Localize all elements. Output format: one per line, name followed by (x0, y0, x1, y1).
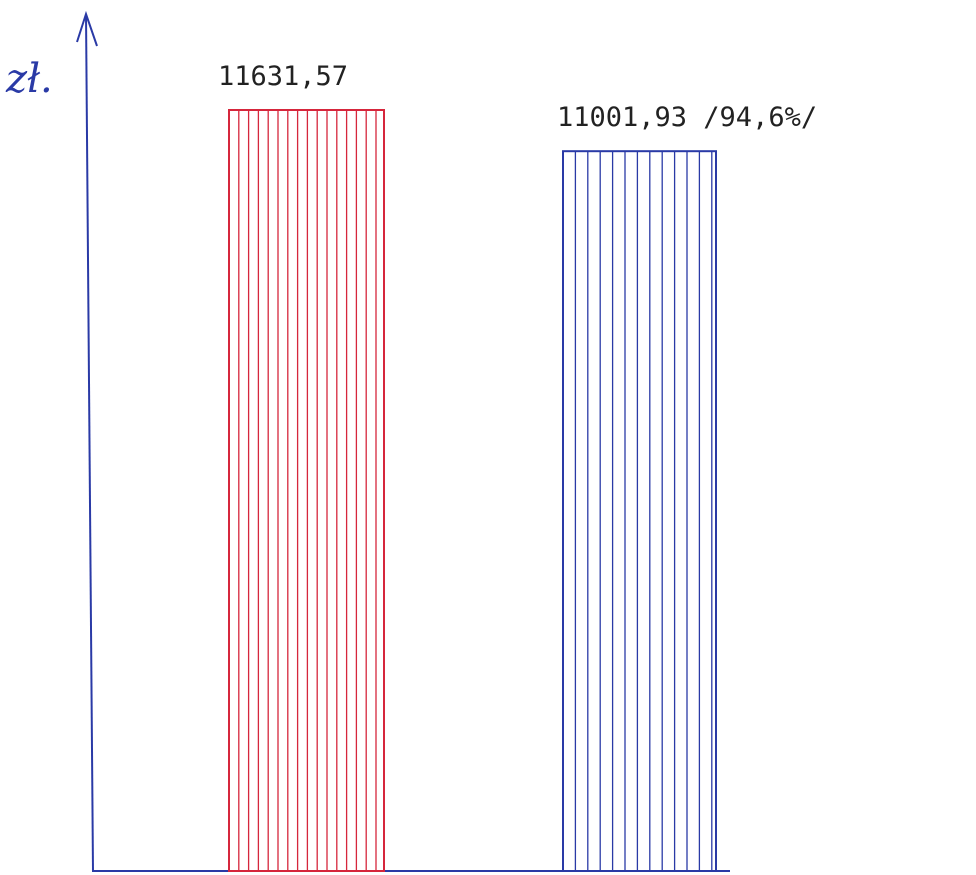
bars-group (228, 109, 717, 872)
y-axis-label: zł. (5, 56, 53, 102)
data-labels-group: 11631,57 11001,93 /94,6%/ (218, 61, 817, 133)
bar-2-value-label: 11001,93 /94,6%/ (557, 102, 817, 133)
bar-outline (562, 150, 717, 872)
bar-1 (228, 109, 385, 872)
bar-2 (562, 150, 717, 872)
bar-1-value-label: 11631,57 (218, 61, 348, 92)
y-axis: zł. (5, 10, 98, 873)
y-axis-arrowhead (76, 10, 98, 47)
y-axis-line (85, 13, 94, 873)
bar-outline (228, 109, 385, 872)
